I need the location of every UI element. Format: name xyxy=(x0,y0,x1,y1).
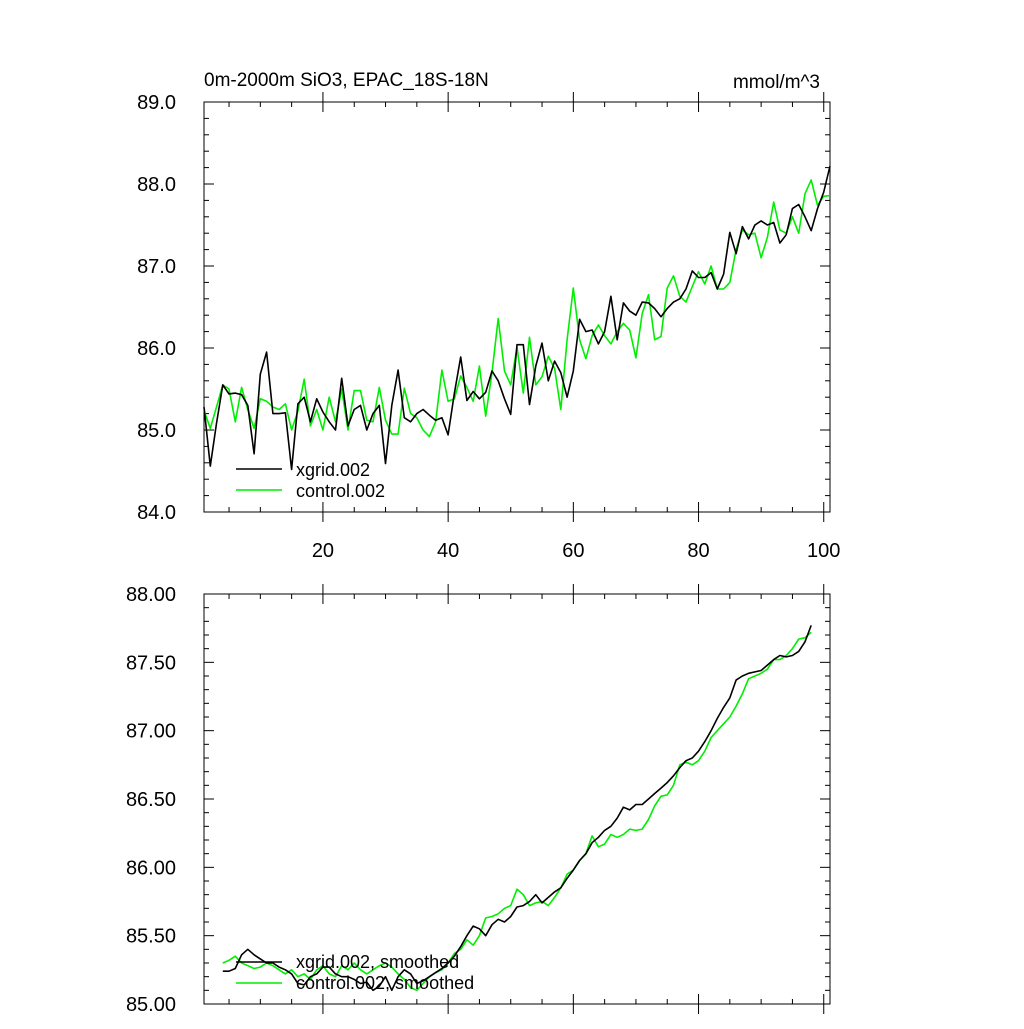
x-tick-label: 20 xyxy=(312,540,334,562)
series-line-control-002 xyxy=(203,179,831,438)
plot-frame xyxy=(203,593,831,1005)
y-tick-label: 87.50 xyxy=(126,652,176,674)
units-label: mmol/m^3 xyxy=(733,72,820,93)
legend: xgrid.002, smoothed control.002, smoothe… xyxy=(236,952,474,993)
series-line-control-002-smoothed xyxy=(222,631,812,992)
x-tick-label: 100 xyxy=(807,540,840,562)
legend-label-control-smoothed: control.002, smoothed xyxy=(296,973,474,993)
y-tick-label: 85.50 xyxy=(126,926,176,948)
legend: xgrid.002 control.002 xyxy=(236,460,385,501)
legend-label-xgrid-smoothed: xgrid.002, smoothed xyxy=(296,952,459,972)
y-tick-label: 88.0 xyxy=(137,174,176,196)
y-tick-label: 85.00 xyxy=(126,994,176,1016)
legend-label-xgrid: xgrid.002 xyxy=(296,460,370,480)
x-tick-label: 60 xyxy=(562,540,584,562)
legend-label-control: control.002 xyxy=(296,481,385,501)
y-tick-label: 85.0 xyxy=(137,420,176,442)
series-line-xgrid-002-smoothed xyxy=(222,625,812,992)
x-tick-label: 40 xyxy=(437,540,459,562)
y-tick-label: 86.0 xyxy=(137,338,176,360)
y-tick-label: 86.50 xyxy=(126,789,176,811)
x-tick-label: 80 xyxy=(687,540,709,562)
chart-title: 0m-2000m SiO3, EPAC_18S-18N xyxy=(204,70,489,91)
y-tick-label: 88.00 xyxy=(126,584,176,606)
bottom-panel: 85.00 85.50 86.00 86.50 87.00 87.50 88.00 xgri… xyxy=(126,584,831,1016)
y-tick-label: 84.0 xyxy=(137,502,176,524)
series-line-xgrid-002 xyxy=(203,165,831,471)
y-tick-label: 89.0 xyxy=(137,92,176,114)
top-panel: 0m-2000m SiO3, EPAC_18S-18N mmol/m^3 84.… xyxy=(137,70,840,562)
y-tick-label: 87.0 xyxy=(137,256,176,278)
plot-frame xyxy=(203,101,831,513)
y-tick-label: 86.00 xyxy=(126,857,176,879)
y-tick-label: 87.00 xyxy=(126,721,176,743)
